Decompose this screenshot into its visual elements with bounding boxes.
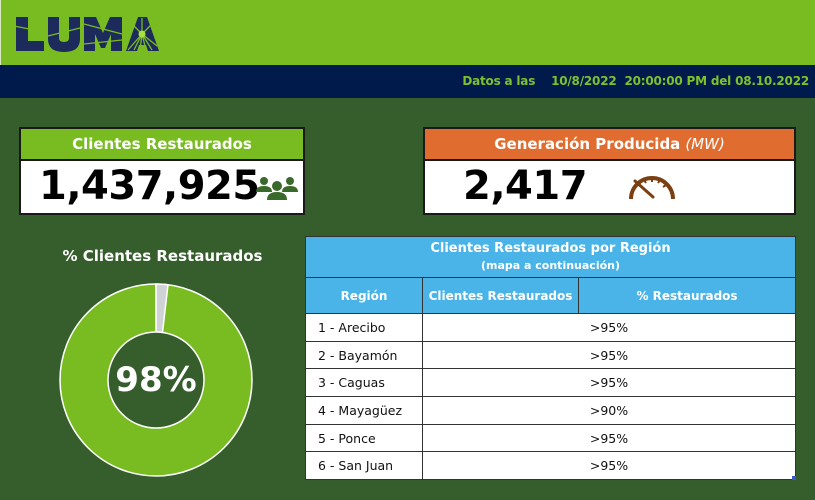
gauge-icon	[627, 169, 677, 207]
restored-donut-chart	[59, 283, 253, 477]
clients-restored-card: Clientes Restaurados 1,437,925	[19, 127, 305, 215]
data-timestamp: Datos a las 10/8/2022 20:00:00 PM del 08…	[462, 74, 809, 88]
data-label: Datos a las	[462, 74, 536, 88]
data-timestamp-bar: Datos a las 10/8/2022 20:00:00 PM del 08…	[0, 65, 815, 98]
region-name: 2 - Bayamón	[305, 340, 423, 370]
clients-restored-title: Clientes Restaurados	[21, 129, 303, 161]
generation-title: Generación Producida (MW)	[425, 129, 794, 161]
table-row: 2 - Bayamón >95%	[305, 340, 796, 370]
generation-unit: (MW)	[685, 135, 725, 153]
region-table-subtitle: (mapa a continuación)	[480, 259, 621, 272]
table-row: 3 - Caguas >95%	[305, 368, 796, 398]
region-table-title-text: Clientes Restaurados por Región	[430, 241, 671, 256]
column-header-region[interactable]: Región	[305, 277, 423, 314]
brand-header	[0, 0, 815, 65]
region-percent: >95%	[422, 451, 796, 481]
generation-value: 2,417	[463, 163, 588, 209]
region-table-title: Clientes Restaurados por Región (mapa a …	[305, 236, 796, 278]
region-name: 1 - Arecibo	[305, 313, 423, 342]
region-percent: >95%	[422, 368, 796, 398]
region-name: 6 - San Juan	[305, 451, 423, 481]
region-percent: >90%	[422, 396, 796, 425]
column-header-clients[interactable]: Clientes Restaurados	[422, 277, 579, 314]
clients-restored-title-text: Clientes Restaurados	[72, 135, 252, 153]
generation-title-text: Generación Producida	[494, 135, 681, 153]
table-row: 5 - Ponce >95%	[305, 423, 796, 453]
region-table: Clientes Restaurados por Región (mapa a …	[305, 236, 796, 481]
table-row: 6 - San Juan >95%	[305, 451, 796, 481]
table-row: 4 - Mayagüez >90%	[305, 396, 796, 425]
region-name: 3 - Caguas	[305, 368, 423, 398]
people-group-icon	[256, 175, 298, 205]
region-percent: >95%	[422, 340, 796, 370]
clients-restored-value: 1,437,925	[39, 163, 260, 209]
region-name: 4 - Mayagüez	[305, 396, 423, 425]
generation-card: Generación Producida (MW) 2,417	[423, 127, 796, 215]
region-percent: >95%	[422, 313, 796, 342]
donut-center-label: 98%	[115, 360, 197, 400]
data-time: 20:00:00 PM del 08.10.2022	[624, 74, 809, 88]
luma-logo	[13, 14, 159, 58]
column-header-percent[interactable]: % Restaurados	[578, 277, 796, 314]
region-percent: >95%	[422, 423, 796, 453]
table-row: 1 - Arecibo >95%	[305, 313, 796, 342]
region-name: 5 - Ponce	[305, 423, 423, 453]
data-date: 10/8/2022	[551, 74, 617, 88]
donut-title: % Clientes Restaurados	[62, 247, 263, 265]
table-resize-handle[interactable]	[792, 476, 796, 480]
